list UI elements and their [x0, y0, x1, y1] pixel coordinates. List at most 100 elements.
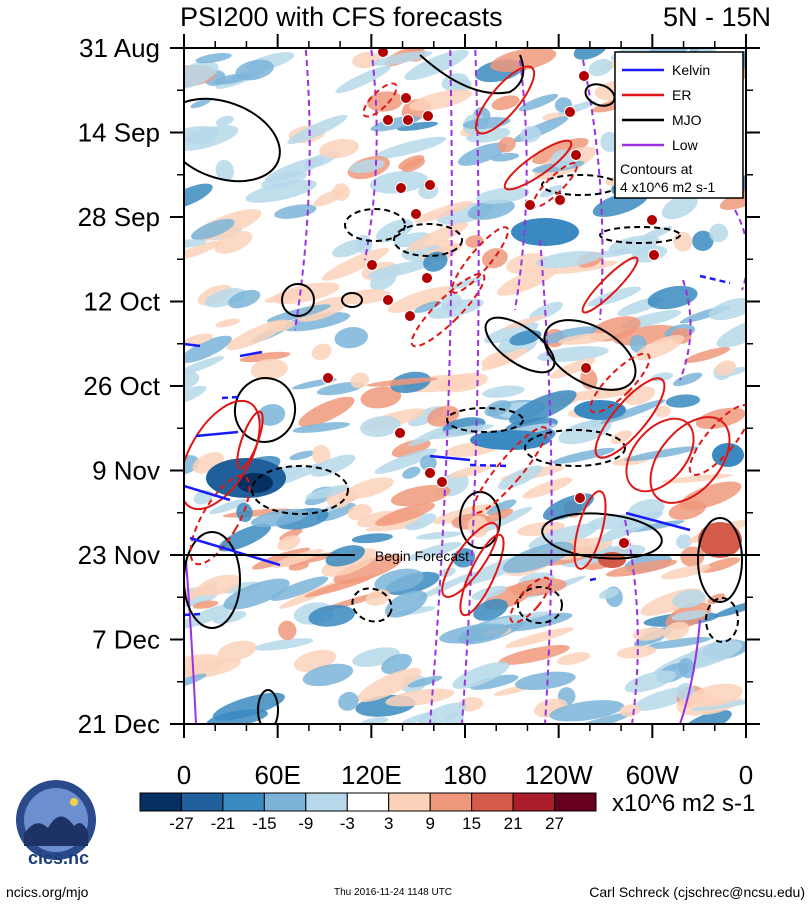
field-patch	[646, 636, 711, 649]
field-patch	[217, 640, 257, 661]
legend-note-line2: 4 x10^6 m2 s-1	[620, 179, 715, 195]
mjo-contour	[541, 512, 663, 560]
storm-marker	[400, 92, 412, 104]
storm-marker	[436, 476, 448, 488]
field-patch	[308, 604, 355, 627]
field-patch	[457, 142, 507, 166]
low-contour	[514, 59, 528, 311]
field-patch	[484, 400, 512, 417]
storm-marker	[366, 259, 378, 271]
kelvin-contour	[469, 463, 511, 468]
field-patch	[414, 200, 473, 223]
field-patch	[405, 513, 437, 531]
field-patch	[498, 644, 570, 665]
field-patch	[184, 356, 224, 376]
field-patch	[206, 709, 268, 724]
field-patch	[390, 484, 451, 507]
field-patch	[184, 126, 219, 143]
field-patch	[281, 312, 351, 332]
er-contour	[236, 410, 264, 470]
field-patch	[252, 547, 311, 570]
storm-marker	[574, 492, 586, 504]
field-patch	[401, 158, 425, 173]
footer-author[interactable]: Carl Schreck (cjschrec@ncsu.edu)	[589, 884, 805, 900]
storm-marker	[382, 294, 394, 306]
kelvin-contour	[429, 454, 471, 462]
field-patch	[624, 386, 656, 406]
mjo-contour	[697, 517, 743, 603]
er-contour	[688, 404, 746, 476]
er-contour	[472, 426, 548, 514]
field-patch	[184, 603, 237, 629]
field-patch	[401, 712, 435, 724]
x-tick-label: 180	[443, 760, 486, 790]
colorbar-tick-label: -27	[169, 814, 194, 833]
storm-marker	[410, 208, 422, 220]
field-patch	[449, 464, 492, 478]
colorbar-tick-label: 21	[504, 814, 523, 833]
field-patch	[427, 405, 460, 427]
logo-text: cics.nc	[28, 848, 90, 868]
field-patch	[313, 189, 346, 207]
colorbar-swatch	[346, 792, 390, 812]
field-patch	[552, 447, 616, 464]
field-patch	[409, 89, 473, 111]
x-tick-label: 60E	[255, 760, 301, 790]
field-patch	[305, 485, 350, 500]
field-patch	[709, 223, 728, 243]
colorbar-units: x10^6 m2 s-1	[612, 790, 756, 817]
field-patch	[408, 541, 462, 561]
mjo-contour	[281, 283, 315, 317]
legend-label: ER	[672, 87, 691, 103]
er-contour	[509, 576, 551, 624]
field-patch	[209, 498, 249, 515]
field-patch	[184, 240, 222, 260]
field-patch	[715, 360, 736, 376]
y-tick-label: 23 Nov	[78, 540, 160, 570]
field-patch	[318, 138, 359, 159]
field-patch	[452, 661, 510, 689]
y-tick-label: 31 Aug	[79, 33, 160, 63]
field-patch	[374, 448, 438, 474]
x-tick-label: 0	[177, 760, 191, 790]
field-patch	[605, 559, 678, 577]
legend-label: Kelvin	[672, 62, 710, 78]
field-patch	[267, 320, 296, 332]
low-contour	[185, 559, 197, 724]
footer-url[interactable]: ncics.org/mjo	[6, 884, 89, 900]
field-patch	[184, 385, 207, 406]
colorbar-tick-label: 9	[425, 814, 434, 833]
field-patch	[558, 332, 614, 345]
mjo-contour	[184, 531, 241, 629]
mjo-contour	[584, 83, 616, 107]
field-patch	[257, 404, 286, 426]
field-patch	[539, 185, 564, 198]
field-patch	[402, 466, 421, 479]
er-contour	[410, 272, 486, 348]
legend-note-line1: Contours at	[620, 161, 692, 177]
storm-marker	[424, 179, 436, 191]
field-patch	[270, 576, 329, 601]
low-contour	[679, 279, 692, 381]
er-contour	[573, 490, 607, 570]
y-tick-label: 7 Dec	[92, 625, 160, 655]
field-patch	[184, 657, 241, 679]
colorbar-swatch	[180, 792, 224, 812]
field-patch	[509, 330, 542, 346]
field-patch	[482, 508, 513, 524]
y-tick-label: 21 Dec	[78, 709, 160, 739]
field-patch	[289, 450, 315, 461]
field-patch	[277, 535, 301, 551]
field-patch	[692, 230, 714, 251]
kelvin-contour	[589, 576, 601, 582]
field-patch	[654, 405, 671, 418]
colorbar-swatch	[388, 792, 431, 812]
field-patch	[239, 351, 291, 363]
low-contour	[679, 619, 701, 724]
field-patch	[192, 600, 219, 609]
er-contour	[594, 377, 666, 459]
mjo-contour	[484, 316, 556, 374]
field-patch	[215, 318, 241, 328]
colorbar-swatch	[471, 792, 514, 812]
field-patch	[663, 621, 690, 641]
